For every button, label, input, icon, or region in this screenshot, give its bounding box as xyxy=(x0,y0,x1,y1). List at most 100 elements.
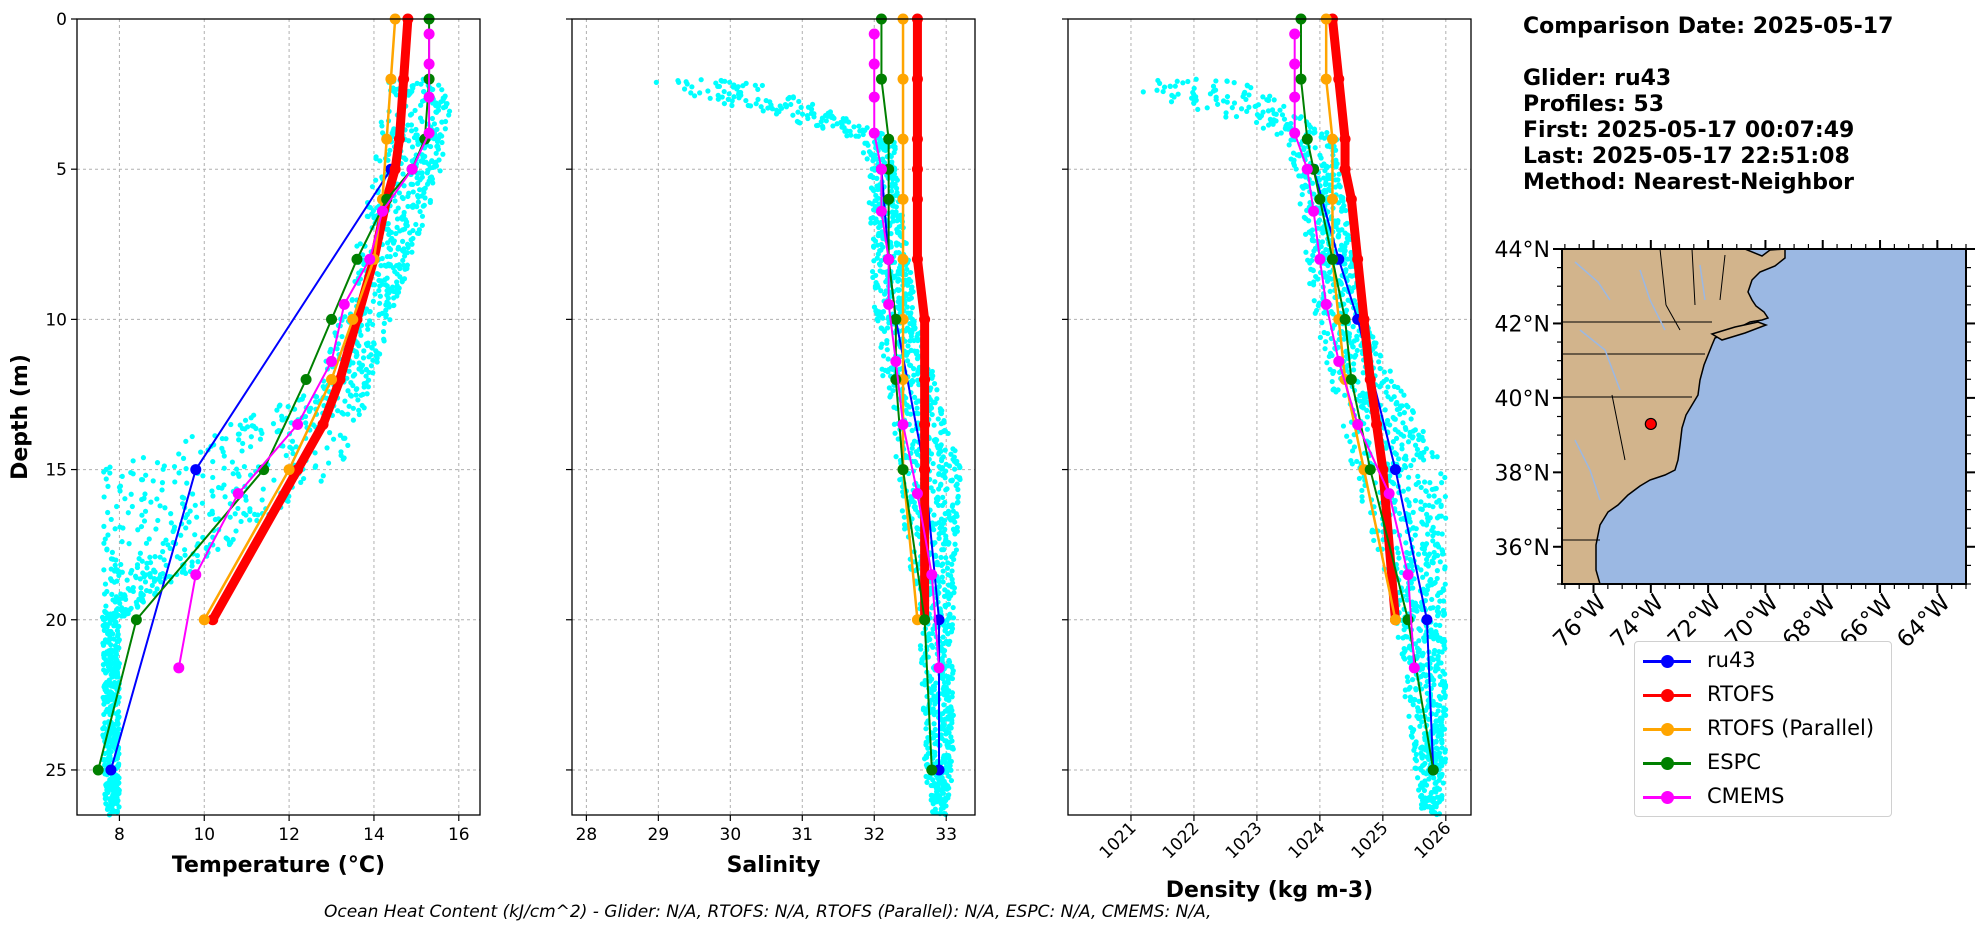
scatter-point xyxy=(1420,574,1426,580)
scatter-point xyxy=(1240,93,1246,100)
scatter-point xyxy=(1413,758,1420,764)
scatter-point xyxy=(371,282,378,288)
x-tick-label: 12 xyxy=(278,825,300,845)
series-point xyxy=(334,373,346,385)
scatter-point xyxy=(414,192,421,199)
scatter-point xyxy=(1434,785,1440,791)
scatter-point xyxy=(378,263,384,269)
scatter-point xyxy=(1402,633,1409,640)
scatter-point xyxy=(365,384,371,390)
scatter-point xyxy=(949,561,955,567)
scatter-point xyxy=(1330,370,1336,377)
scatter-point xyxy=(948,767,954,773)
scatter-point xyxy=(873,279,879,286)
scatter-point xyxy=(183,438,189,444)
scatter-point xyxy=(1265,97,1271,103)
scatter-point xyxy=(271,477,277,483)
scatter-point xyxy=(1406,512,1412,518)
scatter-point xyxy=(1244,108,1250,114)
scatter-point xyxy=(366,354,372,360)
scatter-point xyxy=(134,602,140,608)
scatter-point xyxy=(894,242,900,248)
x-tick-label: 29 xyxy=(648,825,670,845)
scatter-point xyxy=(909,305,915,311)
scatter-point xyxy=(735,84,741,90)
scatter-point xyxy=(387,262,393,268)
scatter-point xyxy=(363,366,369,373)
scatter-point xyxy=(936,471,942,478)
scatter-point xyxy=(1421,787,1428,794)
scatter-point xyxy=(1323,189,1329,195)
scatter-point xyxy=(908,379,914,385)
x-tick-label: 1026 xyxy=(1411,818,1456,863)
scatter-point xyxy=(192,502,198,508)
x-tick-label: 33 xyxy=(935,825,957,845)
scatter-point xyxy=(409,241,415,247)
scatter-point xyxy=(950,604,956,611)
series-point xyxy=(911,488,923,500)
scatter-point xyxy=(1286,142,1292,148)
scatter-point xyxy=(760,108,766,114)
scatter-point xyxy=(1407,694,1413,700)
scatter-point xyxy=(1430,524,1436,531)
scatter-point xyxy=(1439,548,1446,554)
scatter-point xyxy=(1398,388,1404,394)
comparison-info: Comparison Date: 2025-05-17 Glider: ru43 P… xyxy=(1523,14,1893,196)
scatter-point xyxy=(387,253,393,260)
scatter-point xyxy=(1431,493,1437,499)
scatter-point xyxy=(1442,566,1448,572)
scatter-point xyxy=(1335,233,1341,240)
scatter-point xyxy=(1335,227,1342,233)
scatter-point xyxy=(157,554,163,560)
scatter-point xyxy=(907,362,913,368)
scatter-point xyxy=(1282,125,1288,132)
scatter-point xyxy=(823,118,829,124)
scatter-point xyxy=(875,242,881,248)
scatter-point xyxy=(119,473,125,479)
scatter-point xyxy=(412,107,418,114)
series-point xyxy=(1301,133,1313,145)
scatter-point xyxy=(1421,550,1428,556)
scatter-point xyxy=(363,373,369,379)
scatter-point xyxy=(1341,203,1347,209)
scatter-point xyxy=(943,738,949,744)
series-point xyxy=(1345,193,1357,205)
scatter-point xyxy=(1409,729,1416,735)
scatter-point xyxy=(1324,143,1330,149)
scatter-point xyxy=(949,694,955,700)
scatter-point xyxy=(1345,232,1351,238)
scatter-point xyxy=(242,417,249,423)
scatter-point xyxy=(384,275,390,281)
series-point xyxy=(1320,73,1332,85)
scatter-point xyxy=(1335,387,1341,393)
scatter-point xyxy=(946,754,952,760)
scatter-point xyxy=(874,175,880,182)
scatter-point xyxy=(1369,529,1375,535)
scatter-point xyxy=(894,229,901,236)
scatter-point xyxy=(1364,426,1371,432)
scatter-point xyxy=(1277,107,1283,113)
series-point xyxy=(1314,193,1326,205)
glider-name: Glider: ru43 xyxy=(1523,66,1672,91)
scatter-point xyxy=(109,794,115,801)
scatter-point xyxy=(681,86,688,92)
scatter-point xyxy=(911,337,917,344)
scatter-point xyxy=(1195,106,1201,113)
scatter-point xyxy=(755,96,761,103)
rivers xyxy=(1574,261,1706,501)
scatter-point xyxy=(870,186,876,193)
scatter-point xyxy=(1342,392,1348,398)
y-tick-label: 15 xyxy=(45,461,67,481)
scatter-point xyxy=(1403,453,1409,459)
scatter-point xyxy=(1439,737,1445,743)
scatter-point xyxy=(229,459,235,465)
scatter-point xyxy=(199,500,206,506)
scatter-point xyxy=(879,366,885,372)
x-tick-label: 32 xyxy=(863,825,885,845)
scatter-point xyxy=(698,77,704,83)
scatter-point xyxy=(1351,367,1357,373)
series-point xyxy=(897,73,909,85)
scatter-point xyxy=(399,247,405,253)
scatter-point xyxy=(1441,642,1447,649)
series-point xyxy=(1289,91,1301,103)
